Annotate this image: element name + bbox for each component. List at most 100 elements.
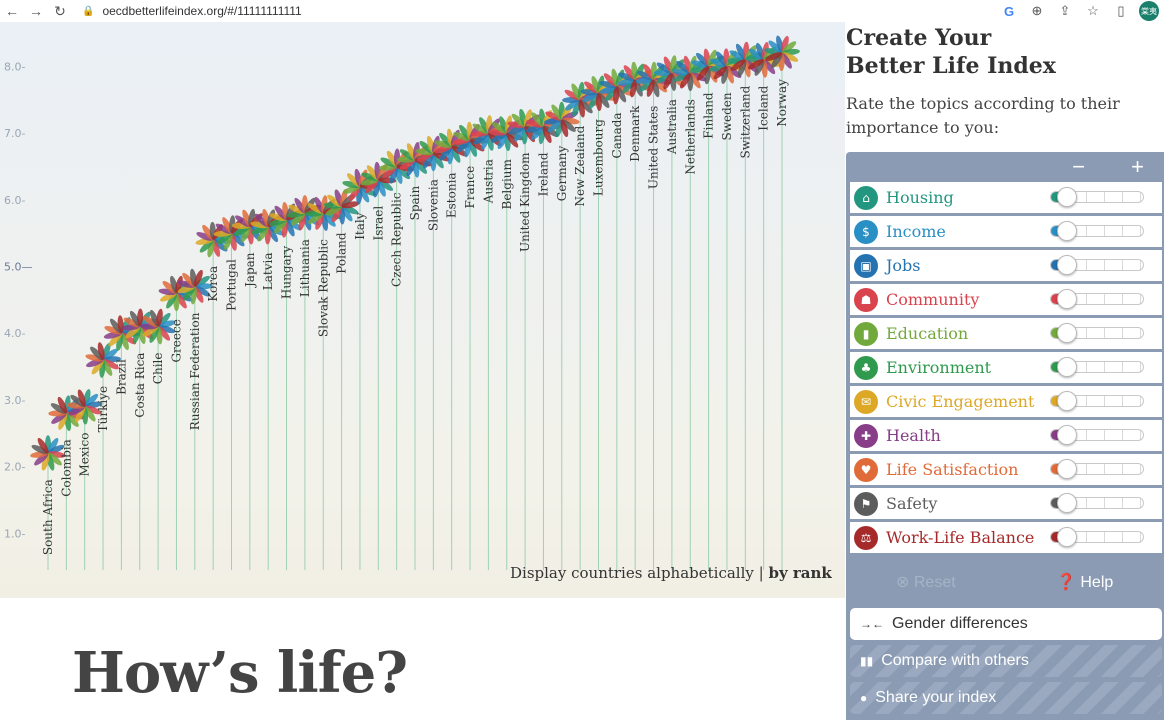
bookmark-star-icon[interactable]: ☆ (1087, 3, 1099, 18)
flower-petal (137, 308, 144, 327)
slider-handle[interactable] (1057, 527, 1077, 547)
sort-alphabetically-link[interactable]: Display countries alphabetically (510, 564, 754, 582)
country-label[interactable]: Türkiye (96, 386, 110, 432)
flower-petal (269, 213, 287, 222)
country-flower[interactable] (66, 388, 103, 425)
slider-handle[interactable] (1057, 255, 1077, 275)
country-label[interactable]: Ireland (536, 152, 550, 196)
country-label[interactable]: Luxembourg (592, 119, 606, 196)
back-icon[interactable]: ← (5, 3, 19, 19)
gender-differences-button[interactable]: →← Gender differences (850, 608, 1162, 640)
slider-handle[interactable] (1057, 493, 1077, 513)
topic-weight-slider[interactable] (1050, 187, 1144, 207)
side-panel-icon[interactable]: ▯ (1117, 3, 1125, 18)
country-label[interactable]: Netherlands (683, 99, 697, 175)
country-label[interactable]: Czech Republic (390, 192, 404, 287)
country-label[interactable]: Sweden (720, 92, 734, 140)
country-label[interactable]: Poland (335, 232, 349, 274)
country-label[interactable]: Russian Federation (188, 312, 202, 430)
share-page-icon[interactable]: ⇪ (1059, 3, 1071, 18)
address-bar[interactable]: oecdbetterlifeindex.org/#/11111111111 (102, 4, 302, 18)
slider-handle[interactable] (1057, 187, 1077, 207)
country-label[interactable]: Japan (243, 252, 257, 289)
country-label[interactable]: Australia (665, 99, 679, 155)
country-flower[interactable] (140, 308, 176, 345)
country-label[interactable]: Switzerland (738, 85, 752, 158)
country-label[interactable]: Brazil (114, 359, 128, 395)
flower-petal (721, 66, 729, 84)
topic-weight-slider[interactable] (1050, 425, 1144, 445)
country-label[interactable]: Mexico (78, 433, 92, 477)
plus-icon: + (1131, 154, 1144, 179)
country-flower[interactable] (709, 48, 745, 84)
country-label[interactable]: Finland (702, 92, 716, 139)
topic-weight-slider[interactable] (1050, 391, 1144, 411)
share-index-button[interactable]: ● Share your index (850, 682, 1162, 714)
country-label[interactable]: Lithuania (298, 239, 312, 297)
topic-weight-slider[interactable] (1050, 357, 1144, 377)
country-label[interactable]: Israel (371, 206, 385, 241)
country-label[interactable]: Austria (481, 159, 495, 204)
topic-weight-slider[interactable] (1050, 221, 1144, 241)
country-label[interactable]: Greece (169, 319, 183, 362)
topic-weight-slider[interactable] (1050, 289, 1144, 309)
flower-petal (47, 437, 59, 454)
reload-icon[interactable]: ↻ (54, 2, 66, 19)
country-label[interactable]: Hungary (280, 246, 294, 299)
slider-handle[interactable] (1057, 357, 1077, 377)
compare-with-others-button[interactable]: ▮▮ Compare with others (850, 645, 1162, 677)
country-label[interactable]: Slovak Republic (316, 239, 330, 337)
country-label[interactable]: Norway (775, 79, 789, 127)
country-flower[interactable] (195, 221, 232, 258)
topic-weight-slider[interactable] (1050, 255, 1144, 275)
country-flower[interactable] (764, 35, 800, 72)
flower-petal (432, 135, 440, 154)
google-icon[interactable]: G (1003, 3, 1015, 19)
slider-handle[interactable] (1057, 221, 1077, 241)
topic-weight-slider[interactable] (1050, 323, 1144, 343)
country-label[interactable]: Spain (408, 186, 422, 221)
country-label[interactable]: Germany (555, 146, 569, 202)
profile-avatar[interactable]: 棠夷 (1139, 1, 1159, 21)
country-flower[interactable] (323, 188, 360, 225)
sort-by-rank-link[interactable]: by rank (768, 564, 832, 582)
slider-handle[interactable] (1057, 391, 1077, 411)
country-label[interactable]: Chile (151, 353, 165, 385)
country-label[interactable]: Costa Rica (133, 353, 147, 418)
country-flower[interactable] (85, 342, 122, 378)
slider-handle[interactable] (1057, 289, 1077, 309)
country-label[interactable]: United Kingdom (518, 152, 532, 252)
country-label[interactable]: Latvia (261, 252, 275, 290)
topic-weight-slider[interactable] (1050, 459, 1144, 479)
country-label[interactable]: Italy (353, 212, 367, 240)
reset-button[interactable]: ⊗ Reset (896, 572, 956, 592)
topic-weight-slider[interactable] (1050, 527, 1144, 547)
country-label[interactable]: Slovenia (426, 179, 440, 231)
country-label[interactable]: Portugal (225, 259, 239, 311)
country-flower[interactable] (177, 268, 213, 305)
country-label[interactable]: Belgium (500, 158, 514, 209)
slider-handle[interactable] (1057, 459, 1077, 479)
forward-icon[interactable]: → (29, 3, 43, 19)
topic-weight-slider[interactable] (1050, 493, 1144, 513)
y-tick-label: 1.0- (4, 527, 25, 540)
country-label[interactable]: New Zealand (573, 125, 587, 206)
flower-petal (41, 453, 50, 471)
country-flower[interactable] (287, 195, 323, 231)
country-label[interactable]: Denmark (628, 105, 642, 162)
flower-petal (331, 206, 343, 223)
country-label[interactable]: United States (647, 106, 661, 189)
slider-handle[interactable] (1057, 425, 1077, 445)
slider-handle[interactable] (1057, 323, 1077, 343)
country-label[interactable]: Korea (206, 266, 220, 302)
country-label[interactable]: Iceland (757, 85, 771, 130)
country-label[interactable]: Estonia (445, 172, 459, 218)
country-flower[interactable] (30, 435, 66, 471)
country-label[interactable]: France (463, 166, 477, 209)
country-label[interactable]: South Africa (41, 479, 55, 555)
country-flower[interactable] (690, 48, 727, 85)
country-label[interactable]: Colombia (59, 439, 73, 497)
help-button[interactable]: ❓ Help (1056, 572, 1113, 592)
country-label[interactable]: Canada (610, 112, 624, 158)
zoom-icon[interactable]: ⊕ (1031, 3, 1043, 18)
